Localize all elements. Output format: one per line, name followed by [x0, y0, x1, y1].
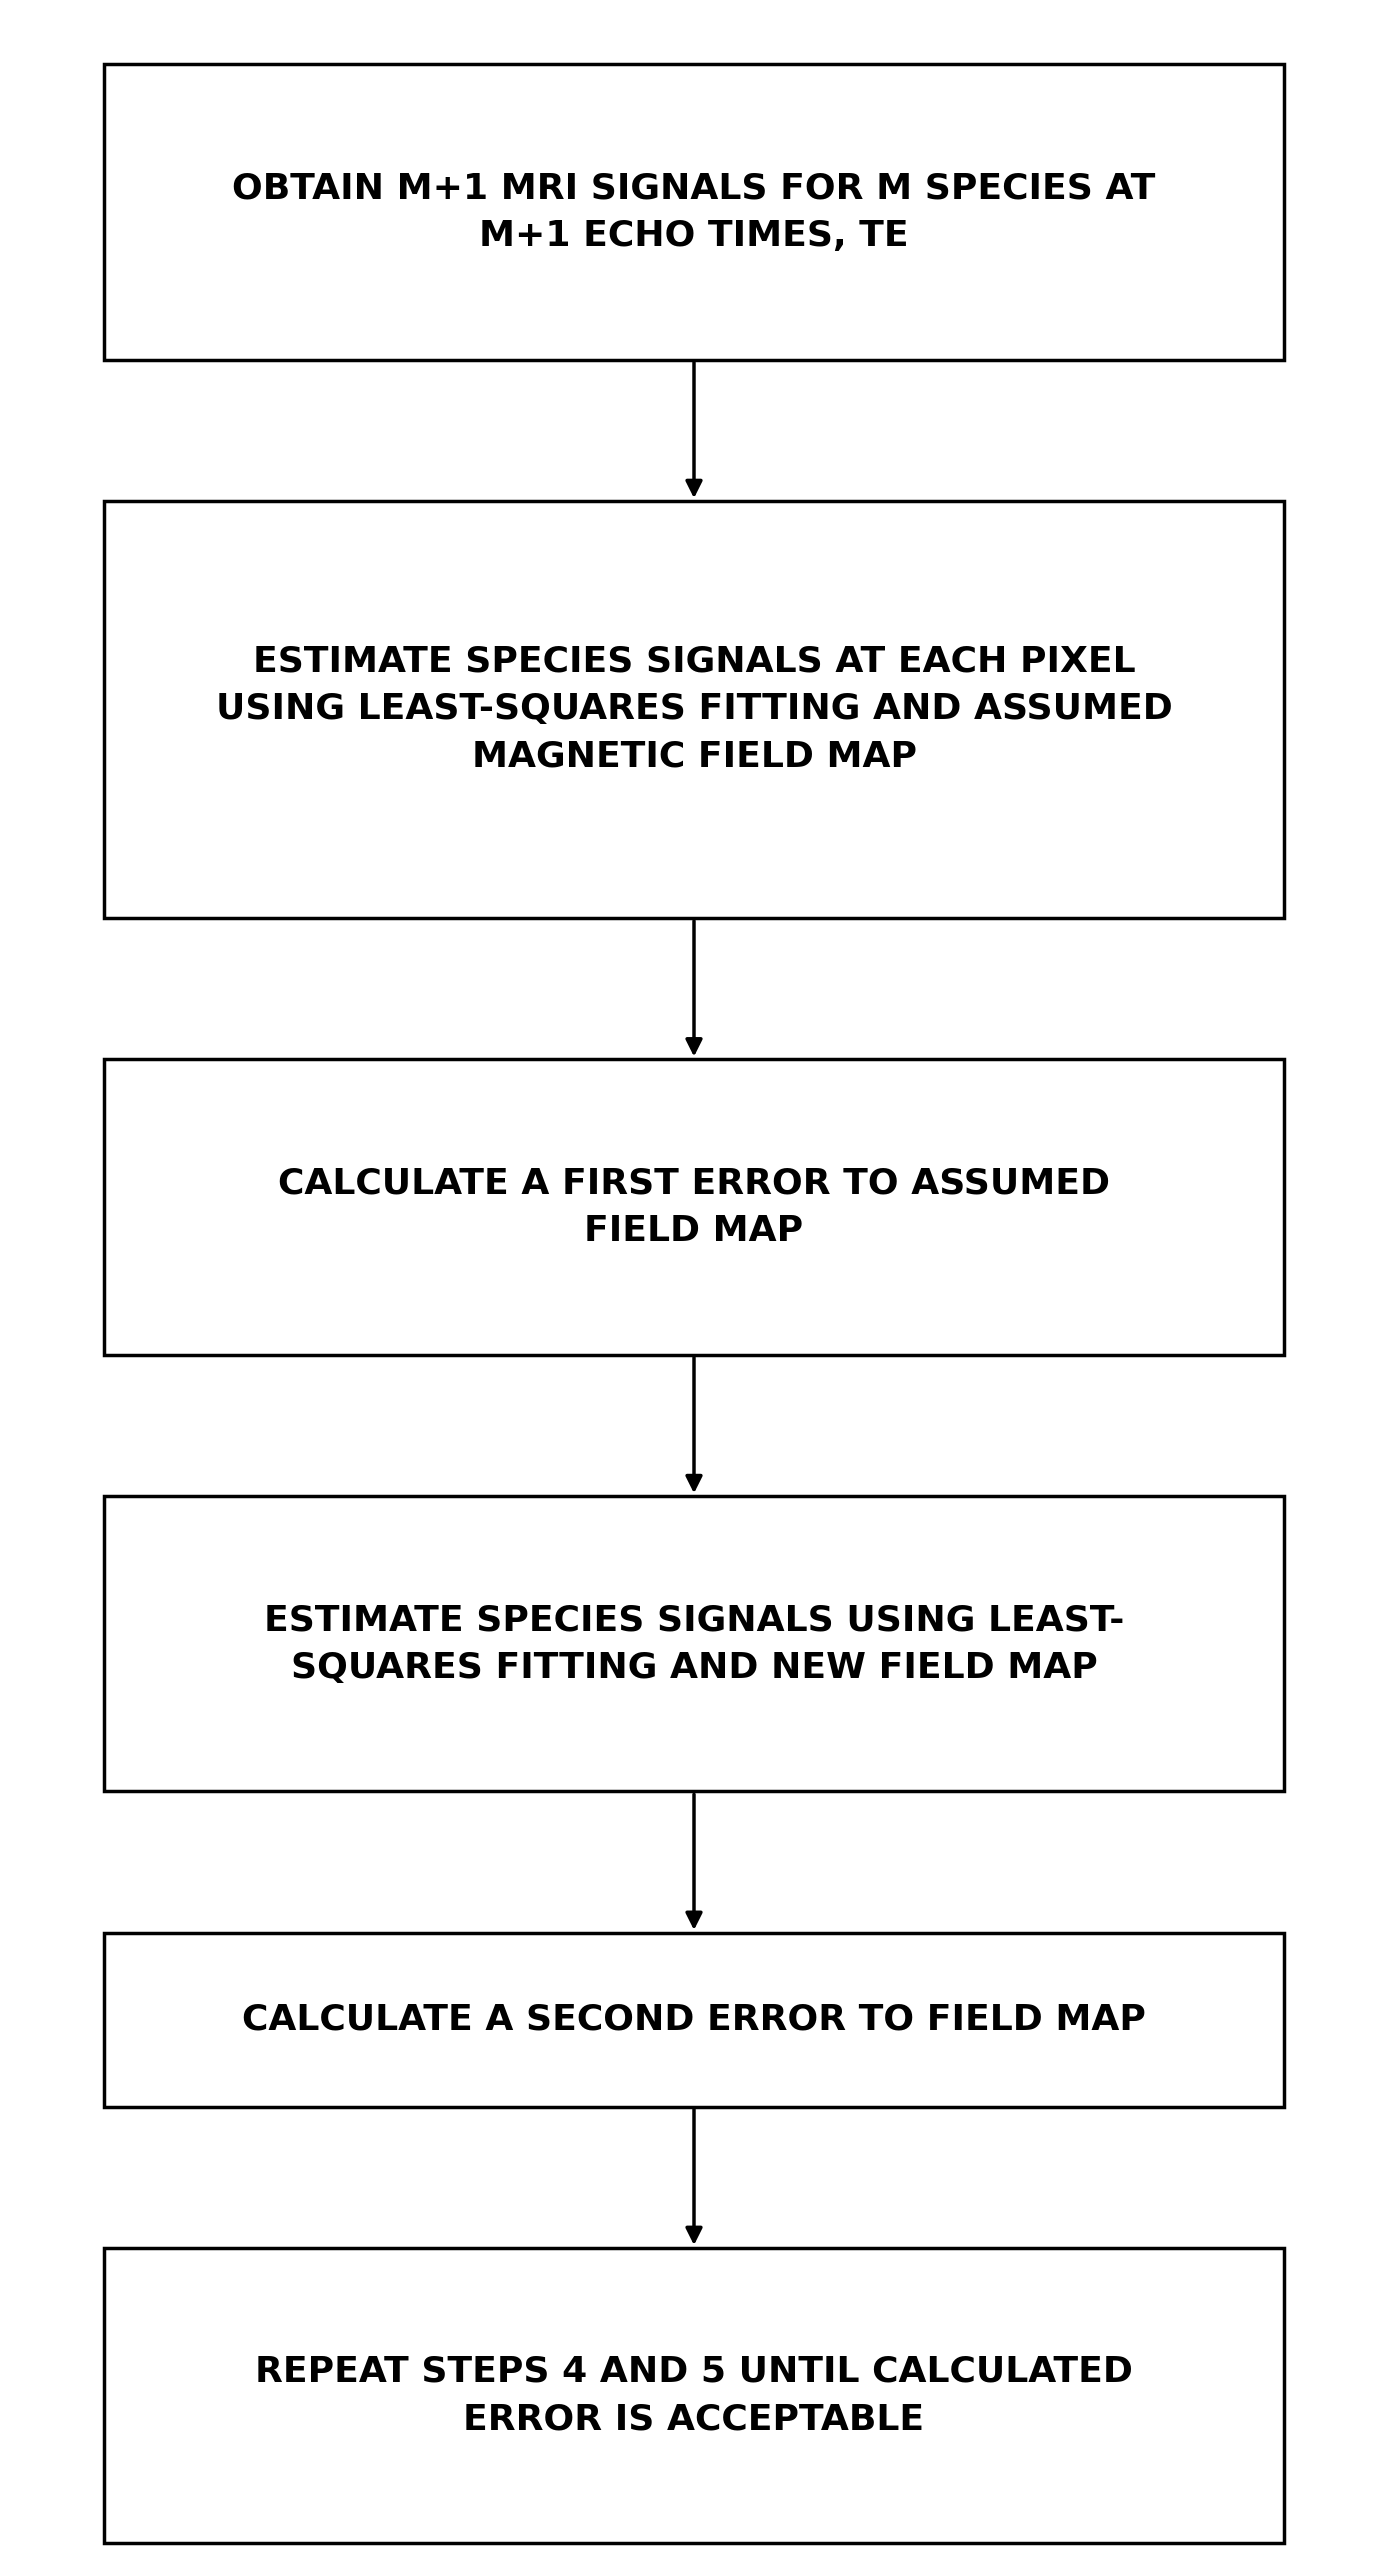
- Bar: [104, 64, 1284, 360]
- Text: REPEAT STEPS 4 AND 5 UNTIL CALCULATED
ERROR IS ACCEPTABLE: REPEAT STEPS 4 AND 5 UNTIL CALCULATED ER…: [255, 2356, 1133, 2435]
- Text: OBTAIN M+1 MRI SIGNALS FOR M SPECIES AT
M+1 ECHO TIMES, TE: OBTAIN M+1 MRI SIGNALS FOR M SPECIES AT …: [232, 172, 1156, 252]
- Bar: [104, 1495, 1284, 1791]
- Text: CALCULATE A SECOND ERROR TO FIELD MAP: CALCULATE A SECOND ERROR TO FIELD MAP: [242, 2004, 1146, 2037]
- Bar: [104, 501, 1284, 917]
- Text: ESTIMATE SPECIES SIGNALS USING LEAST-
SQUARES FITTING AND NEW FIELD MAP: ESTIMATE SPECIES SIGNALS USING LEAST- SQ…: [264, 1603, 1124, 1685]
- Bar: [104, 1932, 1284, 2107]
- Text: ESTIMATE SPECIES SIGNALS AT EACH PIXEL
USING LEAST-SQUARES FITTING AND ASSUMED
M: ESTIMATE SPECIES SIGNALS AT EACH PIXEL U…: [215, 645, 1173, 773]
- Text: CALCULATE A FIRST ERROR TO ASSUMED
FIELD MAP: CALCULATE A FIRST ERROR TO ASSUMED FIELD…: [278, 1166, 1110, 1249]
- Bar: [104, 1058, 1284, 1354]
- Bar: [104, 2248, 1284, 2543]
